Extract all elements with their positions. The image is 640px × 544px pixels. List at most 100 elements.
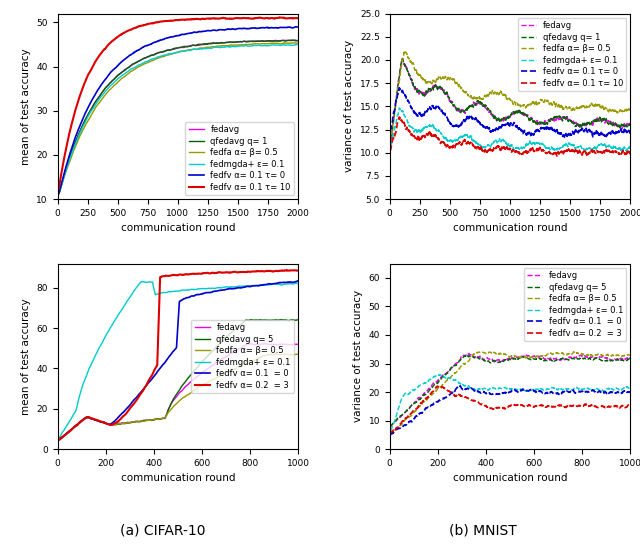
fedavg xyxy=(294,38,302,44)
fedfa α= β= 0.5 xyxy=(503,96,511,103)
Legend: fedavg, qfedavg q= 1, fedfa α= β= 0.5, fedmgda+ ε= 0.1, fedfv α= 0.1 τ= 0, fedfv: fedavg, qfedavg q= 1, fedfa α= β= 0.5, f… xyxy=(518,18,626,91)
fedmgda+ ε= 0.1 xyxy=(243,42,251,49)
qfedavg q= 1 xyxy=(66,154,74,160)
fedmgda+ ε= 0.1 xyxy=(138,278,146,285)
fedfv α= 0.2  = 3 xyxy=(484,404,492,411)
fedfv α= 0.1  = 0 xyxy=(151,372,159,378)
fedfv α= 0.2  = 3 xyxy=(552,404,559,410)
fedfa α= β= 0.5 xyxy=(294,40,302,47)
qfedavg q= 5 xyxy=(246,317,253,323)
fedfv α= 0.1 τ= 0 xyxy=(396,84,403,91)
fedavg xyxy=(398,57,406,63)
fedfv α= 0.1 τ= 0 xyxy=(66,150,74,157)
Y-axis label: mean of test accuracy: mean of test accuracy xyxy=(21,48,31,165)
fedavg xyxy=(386,145,394,151)
fedavg xyxy=(399,55,406,62)
qfedavg q= 5 xyxy=(579,355,586,361)
fedavg xyxy=(242,342,250,349)
qfedavg q= 1 xyxy=(399,55,406,62)
fedfa α= β= 0.5 xyxy=(160,415,168,421)
qfedavg q= 5 xyxy=(54,437,61,444)
fedmgda+ ε= 0.1 xyxy=(164,51,172,57)
Text: (b) MNIST: (b) MNIST xyxy=(449,523,517,537)
qfedavg q= 1 xyxy=(287,37,295,44)
fedfa α= β= 0.5 xyxy=(551,350,559,357)
fedfa α= β= 0.5 xyxy=(54,193,61,199)
fedavg xyxy=(160,415,168,422)
Line: qfedavg q= 1: qfedavg q= 1 xyxy=(58,40,298,195)
fedmgda+ ε= 0.1 xyxy=(399,108,406,114)
Line: fedfv α= 0.1 τ= 0: fedfv α= 0.1 τ= 0 xyxy=(390,88,630,137)
fedmgda+ ε= 0.1 xyxy=(54,192,61,199)
fedfv α= 0.1  = 0 xyxy=(160,361,168,367)
fedfv α= 0.2  = 3 xyxy=(433,383,441,390)
fedmgda+ ε= 0.1 xyxy=(294,41,302,48)
Line: fedfv α= 0.1  = 0: fedfv α= 0.1 = 0 xyxy=(390,386,630,435)
fedfv α= 0.1 τ= 10 xyxy=(276,14,284,21)
fedmgda+ ε= 0.1 xyxy=(574,385,582,391)
Line: fedfv α= 0.2  = 3: fedfv α= 0.2 = 3 xyxy=(390,386,630,432)
fedfa α= β= 0.5 xyxy=(66,158,74,164)
fedfa α= β= 0.5 xyxy=(386,137,394,143)
Line: fedfa α= β= 0.5: fedfa α= β= 0.5 xyxy=(390,351,630,433)
Line: fedavg: fedavg xyxy=(58,344,298,441)
fedavg xyxy=(243,38,251,45)
Line: qfedavg q= 1: qfedavg q= 1 xyxy=(390,59,630,145)
fedfv α= 0.2  = 3 xyxy=(160,273,168,279)
fedfa α= β= 0.5 xyxy=(243,41,251,48)
fedavg xyxy=(54,437,61,444)
fedavg xyxy=(575,123,583,129)
fedfv α= 0.2  = 3 xyxy=(578,403,586,410)
fedfv α= 0.2  = 3 xyxy=(294,268,302,274)
fedfv α= 0.1  = 0 xyxy=(411,415,419,422)
fedfa α= β= 0.5 xyxy=(575,106,583,112)
fedfv α= 0.1 τ= 0 xyxy=(287,24,295,31)
fedmgda+ ε= 0.1 xyxy=(503,141,511,148)
fedfa α= β= 0.5 xyxy=(54,437,61,444)
fedfv α= 0.1 τ= 0 xyxy=(575,127,583,134)
fedfv α= 0.1 τ= 10 xyxy=(171,17,179,23)
Y-axis label: variance of test accuracy: variance of test accuracy xyxy=(353,290,363,423)
fedfa α= β= 0.5 xyxy=(152,416,159,423)
fedavg xyxy=(54,192,61,199)
fedavg xyxy=(54,437,62,444)
fedmgda+ ε= 0.1 xyxy=(287,42,295,48)
qfedavg q= 1 xyxy=(386,141,394,148)
fedfa α= β= 0.5 xyxy=(399,58,406,65)
fedfv α= 0.1 τ= 0 xyxy=(292,23,300,30)
fedavg xyxy=(503,113,511,120)
Text: (a) CIFAR-10: (a) CIFAR-10 xyxy=(120,523,206,537)
fedfv α= 0.2  = 3 xyxy=(411,406,419,413)
Line: fedfv α= 0.2  = 3: fedfv α= 0.2 = 3 xyxy=(58,270,298,440)
fedfv α= 0.1  = 0 xyxy=(627,389,634,395)
fedfv α= 0.1  = 0 xyxy=(552,391,559,397)
Line: fedfv α= 0.1 τ= 0: fedfv α= 0.1 τ= 0 xyxy=(58,27,298,195)
qfedavg q= 1 xyxy=(171,45,179,52)
Line: fedavg: fedavg xyxy=(390,59,630,148)
fedavg xyxy=(411,399,419,405)
fedavg xyxy=(287,37,295,44)
fedfv α= 0.1 τ= 0 xyxy=(561,134,568,140)
fedmgda+ ε= 0.1 xyxy=(578,386,586,393)
fedfa α= β= 0.5 xyxy=(79,417,86,423)
fedfv α= 0.1 τ= 10 xyxy=(575,147,583,153)
Line: fedfa α= β= 0.5: fedfa α= β= 0.5 xyxy=(390,52,630,140)
fedavg xyxy=(497,117,504,123)
fedfv α= 0.2  = 3 xyxy=(151,366,159,372)
fedmgda+ ε= 0.1 xyxy=(411,387,419,393)
fedfv α= 0.1 τ= 0 xyxy=(627,132,634,138)
qfedavg q= 1 xyxy=(575,121,583,127)
fedfv α= 0.1 τ= 10 xyxy=(627,151,634,158)
fedfa α= β= 0.5 xyxy=(246,358,253,365)
Legend: fedavg, qfedavg q= 5, fedfa α= β= 0.5, fedmgda+ ε= 0.1, fedfv α= 0.1  = 0, fedfv: fedavg, qfedavg q= 5, fedfa α= β= 0.5, f… xyxy=(524,268,626,341)
fedfa α= β= 0.5 xyxy=(220,371,227,378)
qfedavg q= 5 xyxy=(241,317,249,324)
fedavg xyxy=(387,423,394,430)
fedfv α= 0.1 τ= 0 xyxy=(287,24,295,31)
fedfa α= β= 0.5 xyxy=(570,348,577,355)
fedmgda+ ε= 0.1 xyxy=(171,50,179,56)
X-axis label: communication round: communication round xyxy=(453,473,567,484)
fedfa α= β= 0.5 xyxy=(411,408,419,415)
Y-axis label: variance of test accuracy: variance of test accuracy xyxy=(344,40,355,172)
fedfv α= 0.1 τ= 0 xyxy=(171,33,179,40)
